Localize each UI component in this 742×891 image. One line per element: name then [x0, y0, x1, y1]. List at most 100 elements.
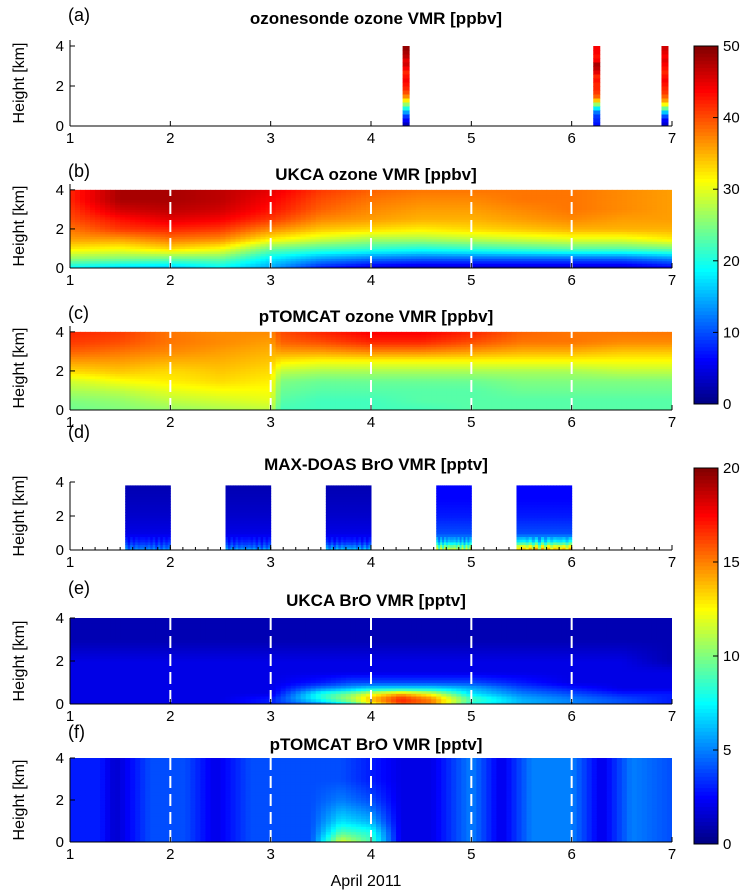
heatmap-cell [165, 363, 171, 367]
heatmap-cell [195, 351, 202, 355]
heatmap-cell [506, 214, 513, 218]
heatmap-cell [406, 250, 412, 254]
heatmap-cell [661, 236, 668, 240]
heatmap-cell [180, 407, 186, 410]
heatmap-cell [215, 361, 222, 365]
heatmap-cell [335, 248, 342, 252]
heatmap-cell [646, 226, 653, 230]
heatmap-cell [526, 197, 533, 201]
heatmap-cell [601, 248, 608, 252]
heatmap-cell [641, 233, 648, 237]
heatmap-cell [200, 192, 207, 196]
heatmap-cell [185, 260, 191, 264]
heatmap-cell [110, 383, 116, 387]
heatmap-cell [501, 192, 508, 196]
heatmap-cell [511, 260, 518, 264]
heatmap-cell [225, 224, 232, 228]
heatmap-cell [85, 233, 91, 237]
heatmap-cell [145, 344, 151, 348]
heatmap-cell [120, 375, 126, 379]
heatmap-cell [446, 204, 452, 208]
heatmap-cell [200, 395, 207, 399]
heatmap-cell [95, 211, 101, 215]
heatmap-cell [300, 189, 307, 193]
heatmap-cell [90, 204, 96, 208]
heatmap-cell [591, 265, 598, 268]
heatmap-cell [190, 209, 197, 213]
heatmap-cell [215, 356, 222, 360]
heatmap-cell [661, 192, 668, 196]
heatmap-cell [265, 202, 272, 206]
heatmap-cell [315, 219, 322, 223]
heatmap-cell [411, 231, 417, 235]
heatmap-cell [521, 231, 528, 235]
heatmap-cell [145, 361, 151, 365]
heatmap-cell [381, 258, 387, 262]
heatmap-cell [245, 255, 252, 259]
heatmap-cell [531, 192, 538, 196]
heatmap-cell [626, 224, 633, 228]
heatmap-cell [260, 241, 267, 245]
heatmap-cell [601, 221, 608, 225]
heatmap-cell [391, 236, 397, 240]
heatmap-cell [355, 192, 362, 196]
heatmap-cell [120, 209, 126, 213]
heatmap-cell [496, 214, 503, 218]
heatmap-cell [596, 209, 603, 213]
heatmap-cell [205, 214, 212, 218]
heatmap-cell [546, 233, 553, 237]
heatmap-cell [466, 263, 472, 267]
heatmap-cell [170, 199, 176, 203]
heatmap-cell [315, 206, 322, 210]
heatmap-cell [220, 390, 227, 394]
heatmap-cell [175, 368, 181, 372]
heatmap-cell [295, 224, 302, 228]
heatmap-cell [75, 194, 81, 198]
heatmap-cell [355, 221, 362, 225]
heatmap-cell [135, 214, 141, 218]
heatmap-cell [411, 228, 417, 232]
heatmap-cell [606, 250, 613, 254]
heatmap-cell [611, 189, 618, 193]
heatmap-cell [511, 192, 518, 196]
heatmap-cell [125, 363, 131, 367]
heatmap-cell [360, 236, 367, 240]
heatmap-cell [145, 375, 151, 379]
heatmap-cell [365, 258, 372, 262]
heatmap-cell [135, 199, 141, 203]
heatmap-cell [120, 265, 126, 268]
heatmap-cell [105, 206, 111, 210]
heatmap-cell [601, 214, 608, 218]
heatmap-cell [436, 241, 442, 245]
heatmap-cell [426, 236, 432, 240]
heatmap-cell [456, 236, 462, 240]
heatmap-cell [626, 260, 633, 264]
heatmap-cell [581, 255, 588, 259]
heatmap-cell [200, 233, 207, 237]
sonde-profile-cell [661, 58, 669, 63]
heatmap-cell [541, 246, 548, 250]
heatmap-cell [360, 246, 367, 250]
heatmap-cell [365, 248, 372, 252]
heatmap-cell [190, 331, 197, 335]
heatmap-cell [175, 400, 181, 404]
heatmap-cell [371, 197, 377, 201]
heatmap-cell [486, 211, 492, 215]
heatmap-cell [391, 216, 397, 220]
heatmap-cell [155, 378, 161, 382]
heatmap-cell [200, 336, 207, 340]
heatmap-cell [496, 221, 503, 225]
heatmap-cell [80, 221, 86, 225]
heatmap-cell [290, 260, 297, 264]
heatmap-cell [135, 358, 141, 362]
heatmap-cell [355, 265, 362, 268]
heatmap-cell [250, 250, 257, 254]
heatmap-cell [586, 189, 593, 193]
heatmap-cell [406, 209, 412, 213]
heatmap-cell [155, 407, 161, 410]
heatmap-cell [471, 192, 477, 196]
heatmap-cell [170, 194, 176, 198]
heatmap-cell [95, 214, 101, 218]
heatmap-cell [135, 351, 141, 355]
heatmap-cell [70, 255, 76, 259]
